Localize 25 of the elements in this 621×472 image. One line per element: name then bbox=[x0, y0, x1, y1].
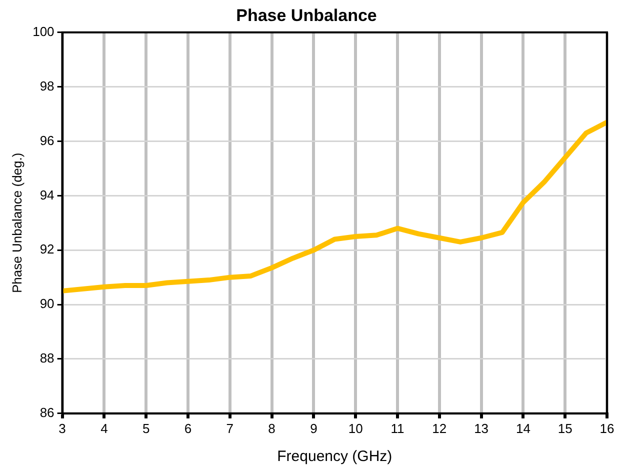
y-tick-label: 96 bbox=[40, 132, 54, 148]
y-tick-label: 86 bbox=[40, 404, 54, 420]
x-tick-label: 7 bbox=[226, 420, 234, 436]
y-tick-label: 94 bbox=[40, 187, 54, 202]
x-tick-label: 9 bbox=[310, 420, 318, 436]
x-tick-label: 5 bbox=[142, 420, 150, 436]
x-tick-label: 3 bbox=[58, 420, 66, 436]
x-tick-label: 4 bbox=[100, 420, 108, 436]
y-tick-label: 98 bbox=[40, 78, 54, 94]
x-tick-label: 14 bbox=[516, 420, 530, 436]
x-tick-label: 10 bbox=[348, 420, 363, 436]
y-axis-title: Phase Unbalance (deg.) bbox=[9, 152, 24, 293]
chart-title: Phase Unbalance bbox=[236, 6, 377, 25]
x-axis-title: Frequency (GHz) bbox=[277, 448, 392, 466]
x-tick-label: 16 bbox=[600, 420, 614, 436]
x-tick-label: 15 bbox=[558, 420, 572, 436]
y-tick-label: 92 bbox=[40, 242, 54, 257]
x-tick-label: 8 bbox=[268, 420, 276, 436]
x-tick-label: 13 bbox=[474, 420, 489, 436]
y-tick-label: 100 bbox=[32, 24, 54, 39]
x-tick-label: 12 bbox=[432, 420, 447, 436]
x-tick-label: 6 bbox=[184, 420, 192, 436]
y-tick-label: 88 bbox=[40, 350, 54, 366]
y-tick-label: 90 bbox=[40, 296, 54, 312]
x-tick-label: 11 bbox=[390, 420, 404, 436]
